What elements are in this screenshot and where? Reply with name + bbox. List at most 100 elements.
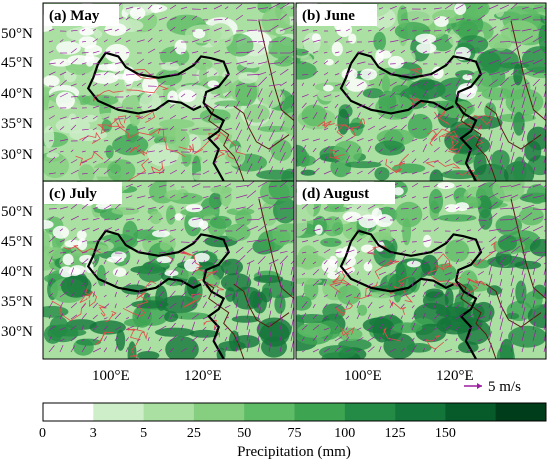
wind-vector	[202, 138, 208, 142]
wind-vector	[411, 313, 417, 320]
precip-cell	[56, 41, 81, 55]
wind-vector	[114, 127, 121, 131]
wind-vector	[532, 225, 544, 232]
wind-vector	[246, 318, 250, 331]
wind-vector	[455, 251, 464, 254]
wind-vector	[246, 41, 257, 43]
wind-vector	[422, 328, 427, 331]
wind-vector	[103, 28, 113, 32]
wind-vector	[521, 306, 526, 320]
wind-vector	[521, 317, 526, 331]
wind-vector	[114, 291, 117, 298]
wind-vector	[158, 169, 166, 175]
wind-vector	[466, 29, 471, 32]
wind-vector	[334, 73, 340, 76]
wind-vector	[268, 259, 279, 265]
wind-vector	[455, 292, 463, 298]
wind-vector	[521, 236, 530, 243]
dry-patch	[106, 256, 125, 263]
wind-vector	[268, 144, 274, 153]
wind-vector	[301, 292, 305, 298]
wind-vector	[235, 51, 249, 54]
wind-vector	[400, 148, 405, 153]
precip-cell	[477, 195, 492, 219]
wind-vector	[543, 154, 546, 164]
wind-vector	[488, 192, 499, 199]
wind-vector	[59, 92, 68, 98]
wind-vector	[499, 142, 504, 153]
wind-vector	[169, 184, 175, 188]
wind-vector	[378, 316, 385, 320]
wind-vector	[180, 169, 186, 175]
precip-cell	[332, 140, 362, 164]
wind-vector	[70, 159, 78, 164]
wind-vector	[202, 159, 208, 164]
wind-vector	[180, 28, 187, 32]
wind-vector	[59, 281, 64, 287]
precip-cell	[96, 112, 130, 120]
wind-vector	[466, 59, 472, 65]
wind-vector	[488, 164, 493, 175]
wind-vector	[169, 104, 175, 109]
province-line	[448, 130, 459, 145]
wind-vector	[81, 282, 87, 287]
wind-vector	[257, 165, 263, 175]
wind-vector	[345, 28, 350, 32]
precip-cell	[297, 151, 310, 168]
dry-patch	[363, 261, 373, 272]
precip-cell	[142, 172, 168, 181]
wind-vector	[444, 72, 449, 76]
wind-vector	[543, 121, 546, 131]
wind-vector	[125, 73, 135, 76]
wind-vector	[279, 181, 288, 188]
wind-vector	[488, 79, 498, 87]
precip-cell	[155, 69, 183, 86]
wind-vector	[466, 116, 471, 120]
wind-vector	[422, 338, 427, 342]
wind-vector	[499, 207, 513, 210]
colorbar-frame	[42, 402, 547, 422]
wind-vector	[279, 134, 284, 142]
wind-vector	[532, 236, 540, 243]
wind-vector	[169, 314, 174, 320]
wind-vector	[92, 248, 101, 254]
wind-vector	[477, 94, 482, 98]
precip-cell	[491, 149, 510, 170]
wind-vector	[334, 345, 342, 353]
province-line	[98, 304, 107, 317]
wind-vector	[224, 336, 228, 342]
wind-vector	[92, 168, 99, 175]
wind-vector	[70, 277, 74, 287]
wind-vector	[147, 4, 153, 10]
wind-vector	[213, 72, 218, 76]
precip-cell	[381, 75, 390, 93]
province-line	[353, 281, 378, 299]
wind-vector	[114, 171, 118, 175]
wind-vector	[488, 317, 493, 331]
wind-vector	[136, 39, 145, 43]
wind-vector	[235, 289, 239, 298]
precip-cell	[493, 41, 508, 51]
wind-vector	[301, 102, 307, 109]
wind-vector	[136, 7, 141, 10]
province-line	[125, 158, 150, 181]
wind-vector	[279, 81, 287, 87]
wind-vector	[224, 62, 232, 65]
wind-vector	[433, 138, 438, 142]
wind-vector	[510, 320, 514, 331]
precip-cell	[428, 188, 444, 214]
precip-cell	[500, 20, 539, 45]
wind-vector	[257, 256, 266, 265]
wind-vector	[202, 62, 206, 65]
wind-vector	[301, 38, 310, 43]
wind-vector	[389, 81, 397, 87]
wind-vector	[444, 61, 453, 65]
wind-vector	[59, 252, 67, 254]
province-line	[75, 151, 104, 166]
wind-vector	[213, 303, 220, 309]
coastline	[510, 198, 546, 299]
wind-vector	[290, 50, 294, 54]
wind-vector	[455, 337, 458, 342]
wind-vector	[147, 322, 153, 331]
precip-cell	[43, 153, 69, 179]
